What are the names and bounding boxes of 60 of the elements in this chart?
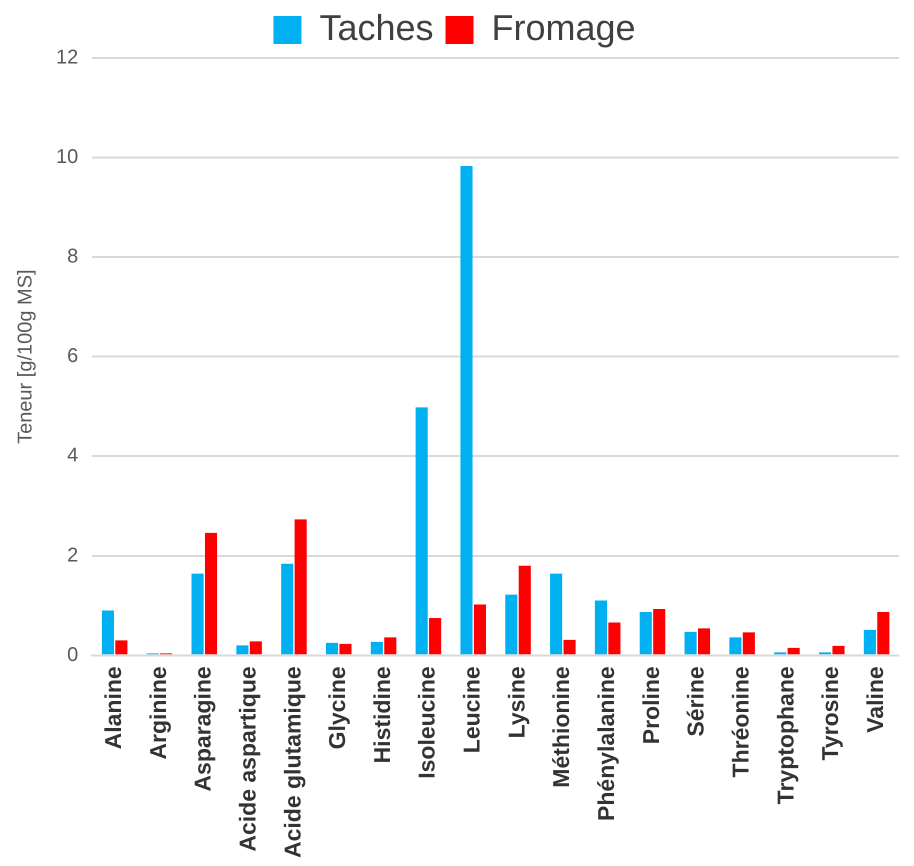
x-tick-label: Glycine bbox=[324, 666, 350, 750]
bar bbox=[505, 594, 518, 654]
y-tick-label: 10 bbox=[56, 146, 78, 168]
x-tick-label: Thréonine bbox=[727, 666, 754, 778]
x-tick-label: Phénylalanine bbox=[593, 666, 620, 821]
bar bbox=[384, 637, 396, 654]
bar bbox=[204, 532, 218, 654]
x-tick-label: Lysine bbox=[503, 666, 530, 738]
bar bbox=[550, 574, 562, 654]
bar bbox=[474, 604, 486, 654]
y-tick-label: 2 bbox=[67, 544, 78, 566]
legend-label: Fromage bbox=[492, 6, 636, 48]
bar bbox=[115, 640, 128, 654]
y-tick-label: 6 bbox=[67, 345, 78, 368]
x-tick-label: Arginine bbox=[144, 666, 171, 760]
bar bbox=[684, 632, 697, 654]
y-tick-label: 12 bbox=[56, 46, 78, 69]
bar bbox=[429, 618, 442, 654]
bar bbox=[518, 566, 531, 654]
bar bbox=[653, 609, 666, 654]
bar bbox=[832, 646, 845, 654]
bar bbox=[326, 642, 338, 654]
bar bbox=[594, 600, 607, 654]
bar bbox=[281, 564, 294, 654]
bar bbox=[460, 166, 473, 654]
bar bbox=[102, 610, 114, 654]
bar bbox=[192, 574, 204, 654]
x-tick-label: Méthionine bbox=[548, 666, 574, 788]
bar bbox=[742, 632, 755, 654]
bar bbox=[877, 612, 890, 654]
y-tick-label: 4 bbox=[67, 444, 78, 467]
bar bbox=[236, 645, 248, 654]
x-tick-label: Acide aspartique bbox=[234, 666, 260, 852]
x-tick-label: Leucine bbox=[458, 666, 485, 754]
x-tick-label: Histidine bbox=[368, 666, 395, 764]
bar bbox=[788, 648, 800, 654]
x-tick-label: Sérine bbox=[682, 666, 709, 737]
x-tick-label: Tryptophane bbox=[772, 666, 798, 804]
x-tick-label: Valine bbox=[862, 666, 888, 733]
x-tick-label: Alanine bbox=[100, 666, 126, 750]
bar bbox=[564, 640, 576, 654]
x-tick-label: Tyrosine bbox=[817, 666, 844, 760]
x-tick-label: Acide glutamique bbox=[279, 666, 306, 858]
legend-label: Taches bbox=[319, 6, 434, 48]
y-tick-label: 8 bbox=[67, 246, 78, 268]
y-axis-title: Teneur [g/100g MS] bbox=[14, 269, 37, 444]
bar bbox=[608, 622, 620, 654]
bar bbox=[864, 630, 876, 654]
bar bbox=[250, 641, 262, 654]
bar bbox=[294, 519, 307, 654]
bar bbox=[416, 407, 428, 654]
bar bbox=[640, 612, 652, 654]
bar bbox=[729, 637, 742, 654]
x-tick-label: Isoleucine bbox=[414, 666, 440, 779]
x-tick-label: Asparagine bbox=[190, 666, 216, 792]
x-tick-label: Proline bbox=[638, 666, 664, 744]
bar bbox=[370, 642, 383, 654]
bar bbox=[339, 644, 352, 654]
bar bbox=[698, 628, 710, 654]
y-tick-label: 0 bbox=[67, 644, 78, 666]
